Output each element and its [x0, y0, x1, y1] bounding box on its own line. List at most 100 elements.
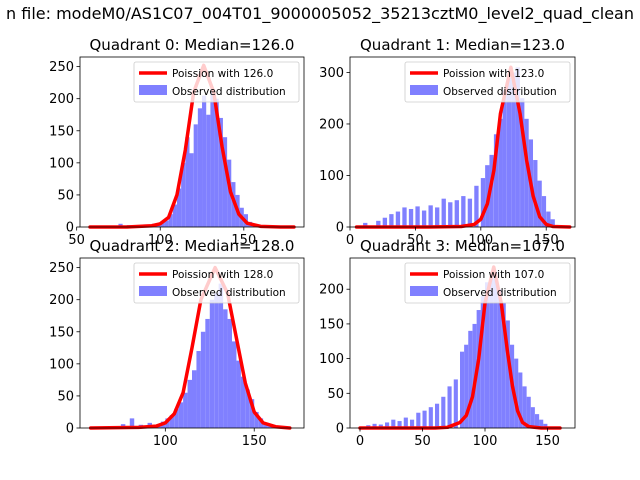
y-tick-label: 150: [49, 325, 74, 340]
histogram-bar: [415, 206, 420, 227]
histogram-bar: [164, 220, 169, 227]
histogram-bar: [385, 422, 390, 428]
histogram-bar: [480, 178, 486, 227]
y-tick-label: 200: [49, 293, 74, 308]
histogram-bar: [520, 98, 525, 228]
histogram-bar: [522, 386, 527, 428]
histogram-bar: [172, 204, 177, 227]
histogram-bar: [530, 407, 535, 428]
histogram-bar: [467, 198, 473, 227]
y-tick-label: 0: [66, 422, 74, 437]
histogram-bar: [502, 90, 507, 227]
histogram-bar: [227, 318, 232, 428]
histogram-bar: [185, 137, 190, 227]
x-tick-label: 0: [346, 233, 354, 248]
histogram-bar: [410, 419, 415, 428]
histogram-bar: [196, 351, 201, 428]
x-tick-label: 50: [407, 233, 424, 248]
histogram-bar: [214, 293, 219, 428]
histogram-bar: [382, 217, 388, 227]
histogram-bar: [524, 118, 529, 227]
histogram-bar: [541, 196, 547, 227]
histogram-bar: [209, 299, 215, 428]
y-tick-label: 0: [336, 221, 344, 236]
histogram-bar: [505, 320, 510, 428]
histogram-bar: [537, 180, 542, 227]
histogram-bar: [506, 77, 512, 227]
y-tick-label: 250: [49, 261, 74, 276]
histogram-bar: [550, 219, 555, 227]
histogram-bar: [435, 207, 440, 227]
subplots-grid: 50 100 150 0 50 100 150 200 250 Poission with 126…: [49, 36, 576, 449]
histogram-bar: [468, 330, 473, 428]
legend: Poission with 128.0 Observed distribution: [133, 262, 300, 304]
legend-hist-label: Observed distribution: [172, 287, 286, 299]
histogram-bar: [389, 214, 394, 227]
histogram-bar: [464, 344, 469, 428]
legend: Poission with 126.0 Observed distribution: [133, 61, 300, 103]
histogram-bar: [441, 198, 446, 227]
y-tick-label: 100: [49, 357, 74, 372]
x-tick-label: 150: [534, 233, 559, 248]
histogram-bar: [205, 318, 210, 428]
histogram-bar: [395, 211, 401, 227]
x-tick-label: 50: [68, 233, 85, 248]
axes-frame: [79, 257, 305, 429]
histogram-bar: [422, 410, 427, 428]
histogram-bar: [460, 351, 465, 428]
subplot-title: Quadrant 2: Median=128.0: [90, 237, 295, 255]
histogram-bar: [518, 372, 523, 428]
legend: Poission with 123.0 Observed distribution: [404, 61, 571, 103]
x-tick-label: 150: [242, 434, 267, 449]
histogram-bar: [222, 137, 228, 227]
histogram-bar: [391, 419, 396, 428]
histogram-bar: [176, 188, 182, 227]
y-tick-label: 50: [327, 387, 344, 402]
histogram-bar: [447, 386, 452, 428]
histogram-bar: [197, 108, 203, 227]
histogram-bar: [169, 415, 175, 428]
histogram-bar: [514, 358, 519, 428]
histogram-bar: [485, 282, 490, 428]
histogram-bar: [493, 134, 499, 227]
histogram-bar: [200, 331, 206, 428]
histogram-bar: [546, 211, 551, 227]
histogram-bar: [165, 418, 170, 428]
histogram-bar: [236, 360, 241, 428]
x-tick-label: 100: [148, 233, 173, 248]
y-tick-label: 100: [319, 169, 344, 184]
legend-poisson-label: Poission with 123.0: [443, 68, 544, 80]
axes-frame: [79, 56, 305, 228]
y-tick-label: 150: [49, 124, 74, 139]
histogram-bar: [181, 162, 186, 227]
histogram-bar: [189, 153, 194, 227]
y-tick-label: 250: [49, 60, 74, 75]
histogram-bar: [515, 67, 520, 227]
histogram-bar: [501, 303, 506, 428]
histogram-bar: [174, 408, 179, 428]
x-tick-label: 100: [473, 434, 498, 449]
x-tick-label: 100: [468, 233, 493, 248]
y-tick-label: 300: [319, 66, 344, 81]
legend-frame: [133, 61, 300, 103]
subplot-title: Quadrant 1: Median=123.0: [360, 36, 565, 54]
legend-hist-swatch: [139, 286, 167, 296]
x-tick-label: 50: [414, 434, 431, 449]
histogram-bar: [408, 208, 414, 227]
histogram-bar: [402, 207, 407, 227]
axes-frame: [349, 257, 576, 429]
y-tick-label: 100: [49, 156, 74, 171]
x-tick-label: 0: [356, 434, 364, 449]
histogram-bar: [210, 89, 215, 227]
histogram-bar: [435, 403, 440, 428]
y-tick-label: 200: [319, 117, 344, 132]
axes-frame: [349, 56, 576, 228]
histogram-bar: [258, 418, 264, 428]
legend-hist-label: Observed distribution: [443, 287, 557, 299]
legend-hist-label: Observed distribution: [443, 86, 557, 98]
histogram-bar: [206, 114, 211, 227]
subplot-title: Quadrant 3: Median=107.0: [360, 237, 565, 255]
histogram-bar: [160, 221, 165, 227]
subplot-quadrant-2: 100 150 0 50 100 150 200 250 Poission with 128.0…: [49, 237, 305, 449]
